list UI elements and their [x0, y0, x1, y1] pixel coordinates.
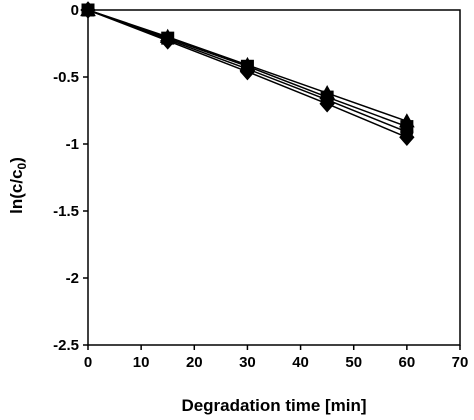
- y-tick-label: 0: [71, 2, 79, 19]
- y-tick-label: -1: [66, 136, 79, 153]
- diamond-marker: [239, 62, 256, 81]
- x-tick-label: 60: [399, 354, 416, 371]
- x-tick-label: 70: [452, 354, 469, 371]
- x-tick-label: 50: [345, 354, 362, 371]
- series-4: [80, 1, 415, 147]
- x-tick-label: 0: [84, 354, 92, 371]
- diamond-marker: [160, 32, 176, 50]
- diamond-marker: [80, 1, 96, 19]
- x-axis-title: Degradation time [min]: [181, 396, 366, 415]
- y-tick-label: -2.5: [53, 337, 79, 354]
- x-axis: 0 10 20 30 40 50 60 70: [84, 345, 469, 371]
- y-tick-label: -0.5: [53, 69, 79, 86]
- x-tick-label: 20: [186, 354, 203, 371]
- y-axis-title-main: ln(c/c: [7, 169, 26, 213]
- x-tick-label: 30: [239, 354, 256, 371]
- series-layer: [80, 1, 415, 147]
- plot-area: [87, 9, 461, 346]
- x-tick-label: 10: [133, 354, 150, 371]
- y-axis-title-close: ): [7, 157, 26, 163]
- y-tick-label: -1.5: [53, 203, 79, 220]
- diamond-marker: [319, 95, 335, 113]
- y-axis: 0 -0.5 -1 -1.5 -2 -2.5: [53, 2, 88, 354]
- diamond-marker: [399, 128, 415, 147]
- y-axis-title-subscript: 0: [15, 162, 29, 169]
- y-tick-label: -2: [66, 270, 79, 287]
- x-tick-label: 40: [292, 354, 309, 371]
- y-axis-title: ln(c/c0): [7, 157, 29, 214]
